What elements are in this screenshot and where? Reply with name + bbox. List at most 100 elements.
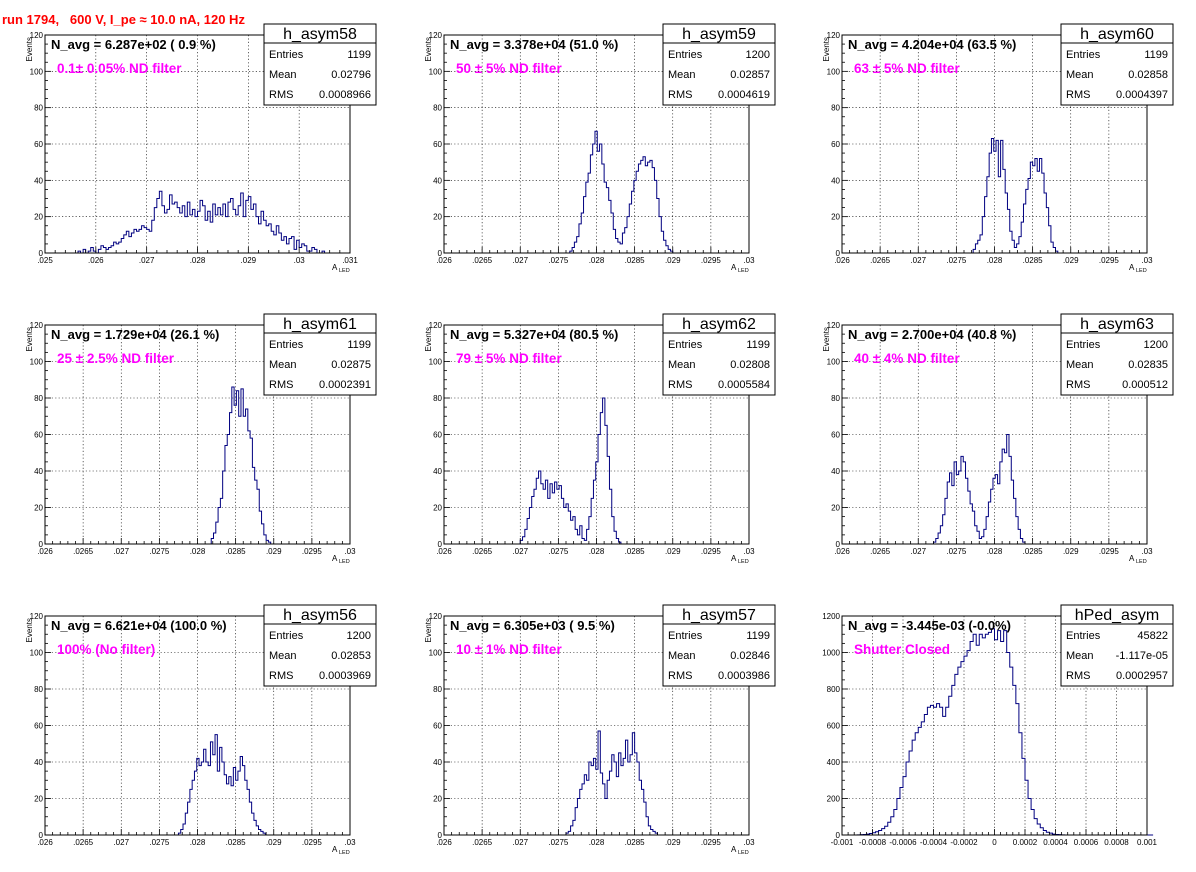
- x-tick-label: .028: [987, 256, 1003, 265]
- x-tick-label: .03: [294, 256, 306, 265]
- filter-note: Shutter Closed: [854, 642, 950, 657]
- x-tick-label: .03: [344, 547, 356, 556]
- y-tick-label: 60: [34, 431, 43, 440]
- stats-row-label: Mean: [1066, 650, 1094, 662]
- stats-row-label: RMS: [1066, 670, 1090, 682]
- x-tick-label: .027: [512, 256, 528, 265]
- x-tick-label: 0: [992, 838, 997, 847]
- histogram-h_asym57: [565, 730, 658, 835]
- panel-h_asym59: .026 .0265 .027 .0275 .028 .0285 .029 .0295 .03 0…: [424, 23, 776, 274]
- y-tick-label: 40: [433, 758, 442, 767]
- panel-h_asym63: .026 .0265 .027 .0275 .028 .0285 .029 .0295 .03 0…: [822, 313, 1174, 565]
- filter-note: 79 ± 5% ND filter: [456, 351, 562, 366]
- stats-row-value: 0.02853: [331, 650, 371, 662]
- y-axis-label: Events: [424, 37, 433, 61]
- y-tick-label: 100: [30, 67, 44, 76]
- y-tick-label: 120: [30, 321, 44, 330]
- histogram-h_asym56: [177, 734, 266, 835]
- stats-title: h_asym56: [283, 607, 357, 624]
- y-tick-label: 0: [836, 540, 841, 549]
- y-tick-label: 60: [831, 140, 840, 149]
- stats-row-label: Entries: [1066, 630, 1101, 642]
- x-tick-label: -0.0008: [859, 838, 887, 847]
- y-axis-label: Events: [25, 37, 34, 61]
- x-tick-label: 0.001: [1137, 838, 1158, 847]
- y-tick-label: 40: [433, 176, 442, 185]
- filter-note: 0.1± 0.05% ND filter: [57, 61, 182, 76]
- y-tick-label: 60: [34, 722, 43, 731]
- stats-box: h_asym62 Entries 1199 Mean 0.02808 RMS 0.00055…: [662, 313, 776, 396]
- y-tick-label: 100: [30, 649, 44, 658]
- stats-row-value: 0.02858: [1128, 69, 1168, 81]
- x-tick-label: .026: [37, 547, 53, 556]
- y-axis-label: Events: [424, 618, 433, 642]
- stats-box: hPed_asym Entries 45822 Mean -1.117e-05 RMS 0.…: [1060, 604, 1174, 687]
- y-tick-label: 60: [433, 140, 442, 149]
- y-tick-label: 80: [433, 685, 442, 694]
- y-tick-label: 120: [827, 321, 841, 330]
- x-tick-label: .026: [37, 838, 53, 847]
- x-tick-label: .027: [910, 547, 926, 556]
- y-axis-label: Events: [424, 327, 433, 351]
- stats-box: h_asym58 Entries 1199 Mean 0.02796 RMS 0.00089…: [263, 23, 377, 106]
- x-axis-label: A: [731, 263, 737, 272]
- histogram-h_asym59: [569, 130, 674, 253]
- y-tick-label: 0: [438, 249, 443, 258]
- x-tick-label: .0265: [870, 547, 891, 556]
- x-tick-label: .0275: [548, 256, 569, 265]
- stats-row-label: Mean: [668, 359, 696, 371]
- x-tick-label: 0.0008: [1104, 838, 1129, 847]
- x-tick-label: .03: [344, 838, 356, 847]
- x-axis-label-subscript: LED: [1136, 559, 1147, 565]
- x-tick-label: .027: [113, 838, 129, 847]
- y-tick-label: 80: [34, 685, 43, 694]
- stats-row-label: RMS: [1066, 89, 1090, 101]
- x-tick-label: .0265: [472, 547, 493, 556]
- panel-h_asym62: .026 .0265 .027 .0275 .028 .0285 .029 .0295 .03 0…: [424, 313, 776, 565]
- x-tick-label: .0295: [701, 838, 722, 847]
- y-axis-label: Events: [822, 37, 831, 61]
- stats-row-value: 0.000512: [1122, 379, 1168, 391]
- y-tick-label: 0: [438, 540, 443, 549]
- x-tick-label: .0295: [1099, 547, 1120, 556]
- x-tick-label: .0295: [302, 838, 323, 847]
- y-tick-label: 0: [836, 831, 841, 840]
- histogram-h_asym58: [77, 190, 326, 254]
- x-axis-label: A: [731, 845, 737, 854]
- stats-body-box: [662, 42, 776, 106]
- stats-body-box: [1060, 623, 1174, 687]
- y-tick-label: 80: [831, 394, 840, 403]
- stats-body-box: [662, 332, 776, 396]
- x-tick-label: .028: [190, 838, 206, 847]
- histogram-h_asym61: [210, 386, 272, 544]
- x-axis-label-subscript: LED: [339, 559, 350, 565]
- stats-row-label: Mean: [1066, 69, 1094, 81]
- stats-row-label: RMS: [668, 670, 692, 682]
- y-tick-label: 80: [433, 394, 442, 403]
- x-tick-label: .0265: [472, 838, 493, 847]
- navg-annotation: N_avg = 5.327e+04 (80.5 %): [450, 327, 618, 342]
- x-tick-label: .0285: [226, 838, 247, 847]
- histogram-h_asym62: [519, 397, 622, 544]
- y-tick-label: 80: [34, 394, 43, 403]
- y-tick-label: 120: [429, 612, 443, 621]
- stats-row-label: RMS: [668, 379, 692, 391]
- y-tick-label: 40: [34, 467, 43, 476]
- x-axis-label-subscript: LED: [738, 850, 749, 856]
- x-tick-label: .0275: [946, 547, 967, 556]
- stats-row-label: Entries: [668, 49, 703, 61]
- stats-row-value: 1199: [347, 49, 371, 61]
- x-tick-label: .0275: [149, 838, 170, 847]
- y-tick-label: 100: [429, 67, 443, 76]
- panel-hPed_asym: -0.001 -0.0008 -0.0006 -0.0004 -0.0002 0 0.000…: [822, 604, 1174, 847]
- y-tick-label: 40: [831, 467, 840, 476]
- x-tick-label: .029: [1063, 547, 1079, 556]
- stats-body-box: [263, 42, 377, 106]
- y-tick-label: 80: [433, 104, 442, 113]
- x-axis-label: A: [332, 263, 338, 272]
- x-tick-label: .029: [665, 256, 681, 265]
- navg-annotation: N_avg = 2.700e+04 (40.8 %): [848, 327, 1016, 342]
- panel-h_asym58: .025 .026 .027 .028 .029 .03 .031 0 20 40 60 80 100 1…: [25, 23, 377, 274]
- x-axis-label: A: [1129, 263, 1135, 272]
- stats-title: h_asym60: [1080, 26, 1154, 43]
